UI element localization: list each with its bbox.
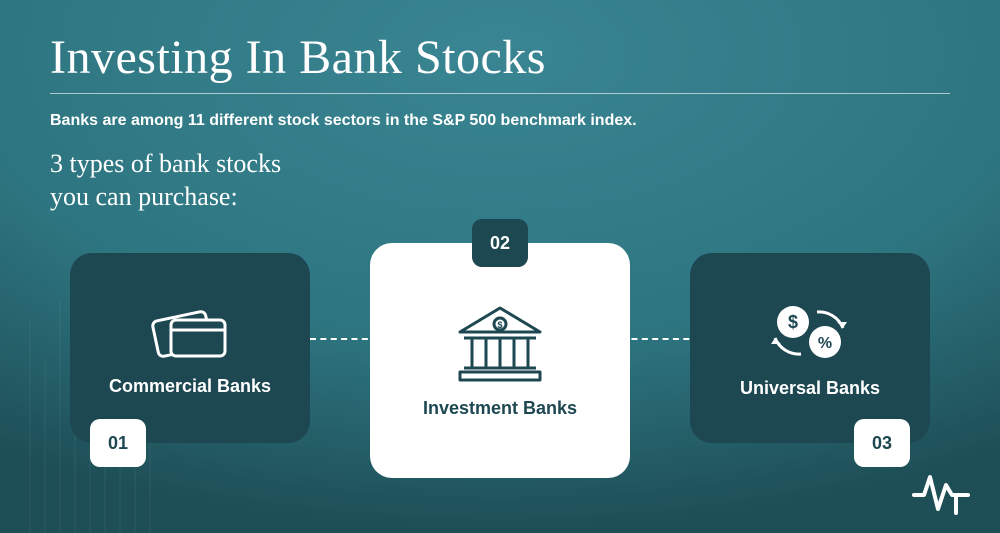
page-title: Investing In Bank Stocks	[50, 30, 950, 94]
badge-03: 03	[854, 419, 910, 467]
card-label: Universal Banks	[740, 378, 880, 399]
card-investment: $ Investment Banks 02	[370, 243, 630, 478]
bank-building-icon: $	[452, 302, 548, 388]
page-subtitle: Banks are among 11 different stock secto…	[50, 112, 950, 130]
cards-row: Commercial Banks 01 $ Inve	[50, 243, 950, 503]
badge-01: 01	[90, 419, 146, 467]
svg-text:$: $	[497, 320, 502, 330]
lead-text: 3 types of bank stocks you can purchase:	[50, 148, 950, 213]
marketbeat-logo-icon	[912, 467, 970, 515]
card-commercial: Commercial Banks 01	[70, 253, 310, 443]
currency-exchange-icon: $ %	[765, 298, 855, 368]
credit-cards-icon	[147, 300, 233, 366]
badge-02: 02	[472, 219, 528, 267]
svg-text:$: $	[788, 312, 798, 332]
svg-text:%: %	[818, 335, 832, 352]
card-label: Commercial Banks	[109, 376, 271, 397]
card-universal: $ % Universal Banks 03	[690, 253, 930, 443]
card-label: Investment Banks	[423, 398, 577, 419]
